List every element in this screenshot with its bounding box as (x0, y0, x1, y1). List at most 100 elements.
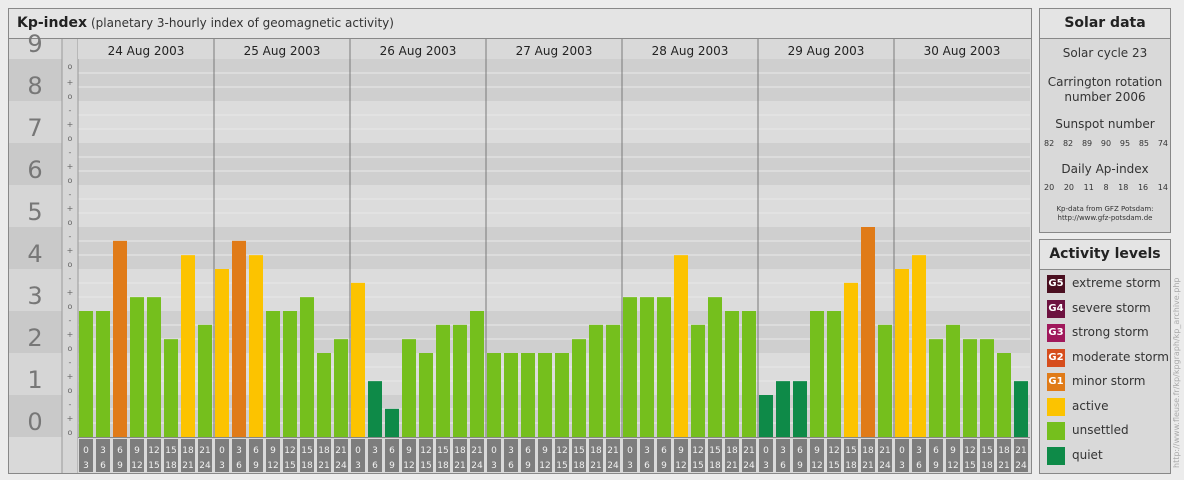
kp-bar (674, 255, 688, 437)
kp-bar (419, 353, 433, 437)
ap-value: 11 (1083, 183, 1094, 192)
kp-bar (334, 339, 348, 437)
interval-start: 15 (709, 446, 720, 456)
y-minor-mark: o (68, 428, 73, 437)
source-line1: Kp-data from GFZ Potsdam: (1056, 205, 1154, 213)
ap-value: 18 (1118, 183, 1129, 192)
kp-bar (487, 353, 501, 437)
band (78, 227, 1030, 269)
interval-end: 18 (573, 461, 585, 471)
y-minor-mark: - (69, 400, 72, 409)
interval-end: 6 (372, 461, 378, 471)
interval-end: 9 (117, 461, 123, 471)
interval-cell (640, 439, 654, 472)
kp-bar (249, 255, 263, 437)
interval-start: 3 (236, 446, 242, 456)
interval-start: 6 (253, 446, 259, 456)
interval-end: 15 (828, 461, 839, 471)
interval-end: 18 (165, 461, 177, 471)
band (78, 59, 1030, 101)
kp-bar (504, 353, 518, 437)
kp-bar (368, 381, 382, 437)
solar-data-title: Solar data (1040, 9, 1170, 39)
legend-label: moderate storm (1072, 349, 1169, 364)
legend-item: active (1047, 397, 1169, 417)
date-label: 28 Aug 2003 (652, 44, 729, 58)
carrington-line2: number 2006 (1064, 90, 1146, 104)
legend-swatch: G4 (1047, 299, 1065, 318)
legend-label: extreme storm (1072, 276, 1161, 290)
interval-start: 9 (406, 446, 412, 456)
interval-end: 6 (644, 461, 650, 471)
legend-swatch: G2 (1047, 348, 1065, 367)
y-minor-mark: - (69, 190, 72, 199)
kp-bar (929, 339, 943, 437)
interval-start: 9 (950, 446, 956, 456)
interval-end: 12 (267, 461, 278, 471)
interval-cell (980, 439, 994, 472)
interval-end: 24 (743, 461, 755, 471)
interval-end: 15 (964, 461, 975, 471)
interval-start: 6 (389, 446, 395, 456)
interval-end: 3 (355, 461, 361, 471)
kp-bar (963, 339, 977, 437)
kp-bar (317, 353, 331, 437)
interval-start: 21 (743, 446, 754, 456)
date-label: 30 Aug 2003 (924, 44, 1001, 58)
kp-bar (283, 311, 297, 437)
interval-end: 12 (403, 461, 414, 471)
kp-bar (827, 311, 841, 437)
kp-bar (980, 339, 994, 437)
interval-cell (572, 439, 586, 472)
interval-start: 9 (134, 446, 140, 456)
kp-bar (640, 297, 654, 437)
level-band (9, 59, 62, 101)
kp-bar (997, 353, 1011, 437)
kp-bar (453, 324, 467, 437)
interval-cell (487, 439, 501, 472)
interval-start: 15 (437, 446, 448, 456)
y-minor-mark: o (68, 386, 73, 395)
interval-cell (368, 439, 382, 472)
interval-start: 15 (845, 446, 856, 456)
interval-cell (249, 439, 263, 472)
interval-cell (521, 439, 535, 472)
kp-bar (470, 311, 484, 437)
interval-start: 21 (879, 446, 890, 456)
interval-end: 18 (709, 461, 721, 471)
kp-bar (776, 381, 790, 437)
interval-end: 12 (539, 461, 550, 471)
interval-end: 24 (199, 461, 211, 471)
legend-label: severe storm (1072, 300, 1151, 315)
interval-cell (402, 439, 416, 472)
legend-item: G5 extreme storm (1047, 274, 1169, 294)
interval-start: 12 (420, 446, 431, 456)
interval-end: 6 (508, 461, 514, 471)
level-band (9, 227, 62, 269)
y-minor-mark: + (67, 288, 74, 297)
interval-start: 12 (556, 446, 567, 456)
kp-bar (657, 297, 671, 437)
kp-bar (606, 324, 620, 437)
interval-end: 18 (981, 461, 993, 471)
interval-end: 21 (590, 461, 601, 471)
y-tick-label: 4 (27, 240, 42, 268)
y-minor-mark: + (67, 372, 74, 381)
sunspot-number: 82 (1062, 139, 1074, 148)
interval-cell (606, 439, 620, 472)
ap-value: 16 (1137, 183, 1149, 192)
band (78, 101, 1030, 143)
interval-end: 15 (556, 461, 567, 471)
date-label: 26 Aug 2003 (380, 44, 457, 58)
legend-swatch (1047, 446, 1065, 465)
level-band (9, 101, 62, 143)
interval-end: 15 (692, 461, 703, 471)
kp-bar (538, 353, 552, 437)
kp-bar (164, 339, 178, 437)
sunspot-number: 95 (1119, 139, 1131, 148)
legend-label: quiet (1072, 447, 1103, 462)
y-minor-mark: - (69, 64, 72, 73)
interval-start: 9 (678, 446, 684, 456)
interval-cell (181, 439, 195, 472)
y-tick-label: 0 (27, 408, 42, 436)
